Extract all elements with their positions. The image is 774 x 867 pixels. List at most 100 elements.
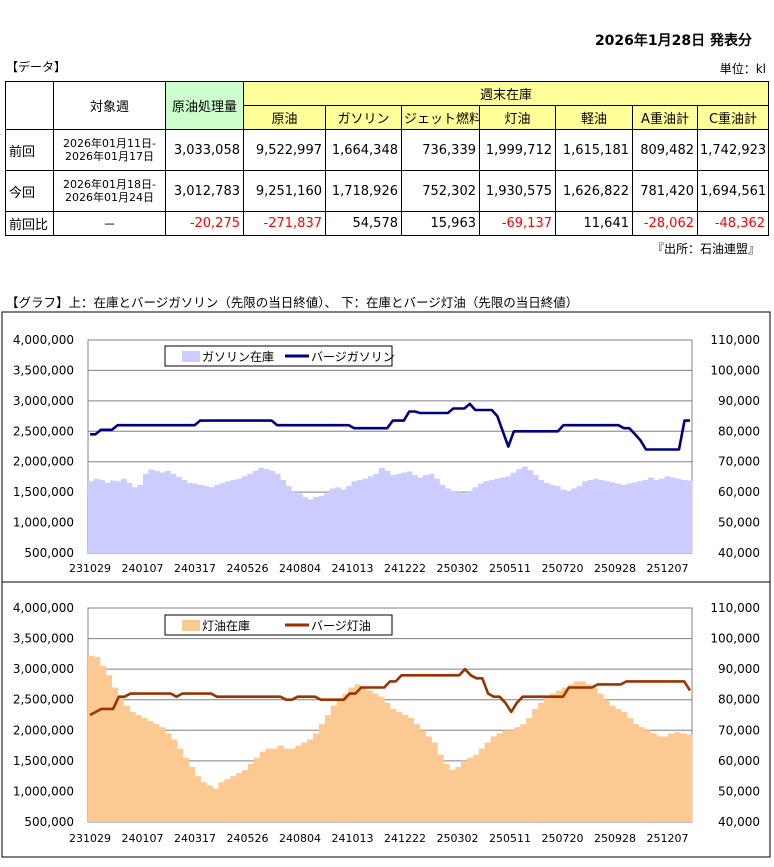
gasoline-stock-bar bbox=[208, 487, 215, 553]
kerosene-stock-bar bbox=[573, 681, 580, 822]
kerosene-stock-bar bbox=[579, 681, 586, 822]
cell-c-fuel-oil: 1,742,923 bbox=[696, 129, 770, 171]
data-section-label: 【データ】 bbox=[6, 60, 67, 74]
gasoline-y-left-tick: 1,000,000 bbox=[13, 516, 74, 530]
gasoline-stock-bar bbox=[296, 493, 303, 553]
kerosene-barge-line bbox=[89, 667, 692, 717]
kerosene-stock-bar bbox=[135, 715, 142, 822]
gasoline-y-right-tick: 40,000 bbox=[718, 546, 760, 560]
gasoline-y-left-tick: 2,500,000 bbox=[13, 424, 74, 438]
kerosene-y-right-tick: 40,000 bbox=[718, 815, 760, 829]
kerosene-y-left-tick: 500,000 bbox=[24, 815, 74, 829]
gasoline-stock-bar bbox=[285, 486, 292, 553]
gasoline-stock-bar bbox=[181, 479, 188, 553]
gasoline-stock-bar bbox=[549, 484, 556, 553]
gasoline-stock-bar bbox=[197, 484, 204, 553]
kerosene-stock-bar bbox=[200, 782, 207, 822]
kerosene-stock-bar bbox=[224, 779, 231, 822]
gasoline-stock-bar bbox=[126, 483, 133, 553]
gasoline-stock-bar bbox=[494, 478, 501, 553]
gasoline-stock-bar bbox=[115, 481, 122, 553]
gasoline-stock-bar bbox=[203, 486, 210, 553]
gasoline-stock-bar bbox=[230, 479, 237, 553]
kerosene-stock-bar bbox=[620, 711, 628, 822]
gasoline-stock-bar bbox=[318, 495, 325, 553]
kerosene-stock-bar bbox=[431, 742, 438, 822]
cell-kerosene: 1,930,575 bbox=[479, 170, 556, 212]
gasoline-stock-bar bbox=[219, 483, 226, 553]
kerosene-stock-bar bbox=[366, 690, 373, 822]
gasoline-stock-bar bbox=[373, 473, 380, 553]
gasoline-stock-bar bbox=[98, 479, 105, 553]
gasoline-stock-bar bbox=[384, 470, 391, 553]
gasoline-y-right-tick: 60,000 bbox=[718, 485, 760, 499]
kerosene-stock-bar bbox=[330, 705, 338, 822]
gasoline-stock-bar bbox=[368, 476, 374, 553]
kerosene-stock-bar bbox=[626, 718, 634, 822]
gasoline-stock-bar bbox=[675, 478, 682, 553]
gasoline-stock-bar bbox=[324, 493, 330, 553]
cell-gasoline: 1,664,348 bbox=[325, 129, 402, 171]
cell-jet-fuel: 15,963 bbox=[401, 211, 480, 236]
gasoline-stock-bar bbox=[664, 476, 671, 553]
gasoline-y-right-tick: 110,000 bbox=[710, 333, 760, 347]
gasoline-y-right-tick: 70,000 bbox=[718, 455, 760, 469]
kerosene-stock-bar bbox=[603, 699, 610, 822]
kerosene-stock-bar bbox=[384, 702, 391, 822]
table-row-previous: 前回 2026年01月11日- 2026年01月17日 3,033,058 9,5… bbox=[5, 129, 770, 171]
kerosene-y-left-tick: 2,500,000 bbox=[13, 693, 74, 707]
gasoline-stock-bar bbox=[538, 479, 545, 553]
gasoline-chart: 4,000,000 3,500,000 3,000,000 2,500,000 2,00… bbox=[13, 333, 760, 575]
table-header-row-1: 対象週 原油処理量 週末在庫 bbox=[5, 81, 770, 130]
gasoline-stock-bar bbox=[499, 477, 506, 553]
kerosene-stock-bar bbox=[360, 686, 367, 822]
gasoline-stock-bar bbox=[554, 486, 561, 553]
gasoline-stock-bar bbox=[532, 475, 539, 553]
gasoline-stock-bar bbox=[400, 472, 407, 553]
gasoline-stock-bar bbox=[137, 484, 144, 553]
gasoline-x-tick: 241013 bbox=[332, 562, 374, 575]
kerosene-stock-bar bbox=[532, 708, 539, 822]
gasoline-stock-bar bbox=[302, 497, 309, 553]
kerosene-stock-bar bbox=[88, 655, 95, 822]
gasoline-stock-bar bbox=[269, 470, 276, 553]
kerosene-stock-bar bbox=[99, 666, 107, 822]
kerosene-x-tick: 250302 bbox=[437, 832, 479, 845]
header-weekly-stock: 週末在庫 bbox=[242, 81, 770, 106]
kerosene-stock-bar bbox=[271, 748, 278, 822]
row-label: 前回 bbox=[5, 129, 54, 171]
kerosene-y-left-tick: 1,500,000 bbox=[13, 754, 74, 768]
table-row-current: 今回 2026年01月18日- 2026年01月24日 3,012,783 9,2… bbox=[5, 170, 770, 212]
kerosene-stock-bar bbox=[455, 766, 462, 822]
gasoline-stock-bar bbox=[395, 473, 402, 553]
kerosene-stock-bar bbox=[153, 724, 160, 822]
gasoline-legend-stock-swatch bbox=[182, 351, 200, 362]
kerosene-stock-bar bbox=[585, 684, 592, 822]
gasoline-barge-line bbox=[90, 402, 690, 451]
cell-c-fuel-oil: 1,694,561 bbox=[696, 170, 770, 212]
gasoline-stock-bar bbox=[543, 483, 550, 553]
kerosene-stock-bar bbox=[123, 705, 130, 822]
gasoline-legend-line-label: バージガソリン bbox=[311, 350, 395, 364]
kerosene-stock-bar bbox=[117, 696, 124, 822]
cell-a-fuel-oil: 781,420 bbox=[632, 170, 698, 212]
kerosene-stock-bar bbox=[591, 687, 598, 822]
kerosene-stock-bar bbox=[129, 711, 136, 822]
kerosene-stock-bar bbox=[668, 733, 675, 822]
gasoline-stock-bar bbox=[346, 486, 352, 553]
gasoline-stock-bar bbox=[263, 469, 270, 553]
kerosene-stock-bar bbox=[478, 748, 486, 822]
gasoline-stock-bar bbox=[362, 478, 369, 553]
gasoline-stock-bar bbox=[335, 487, 341, 553]
gasoline-stock-bar bbox=[488, 479, 495, 553]
kerosene-y-left-tick: 2,000,000 bbox=[13, 723, 74, 737]
gasoline-stock-bar bbox=[236, 478, 243, 553]
kerosene-stock-bar bbox=[313, 733, 320, 822]
gasoline-stock-bar bbox=[560, 489, 567, 553]
gasoline-y-right-tick: 90,000 bbox=[718, 394, 760, 408]
kerosene-y-right-tick: 110,000 bbox=[710, 601, 760, 615]
kerosene-stock-bar bbox=[413, 724, 421, 822]
kerosene-y-right-tick: 80,000 bbox=[718, 693, 760, 707]
cell-crude: 9,522,997 bbox=[243, 129, 326, 171]
kerosene-stock-bar bbox=[555, 690, 563, 822]
